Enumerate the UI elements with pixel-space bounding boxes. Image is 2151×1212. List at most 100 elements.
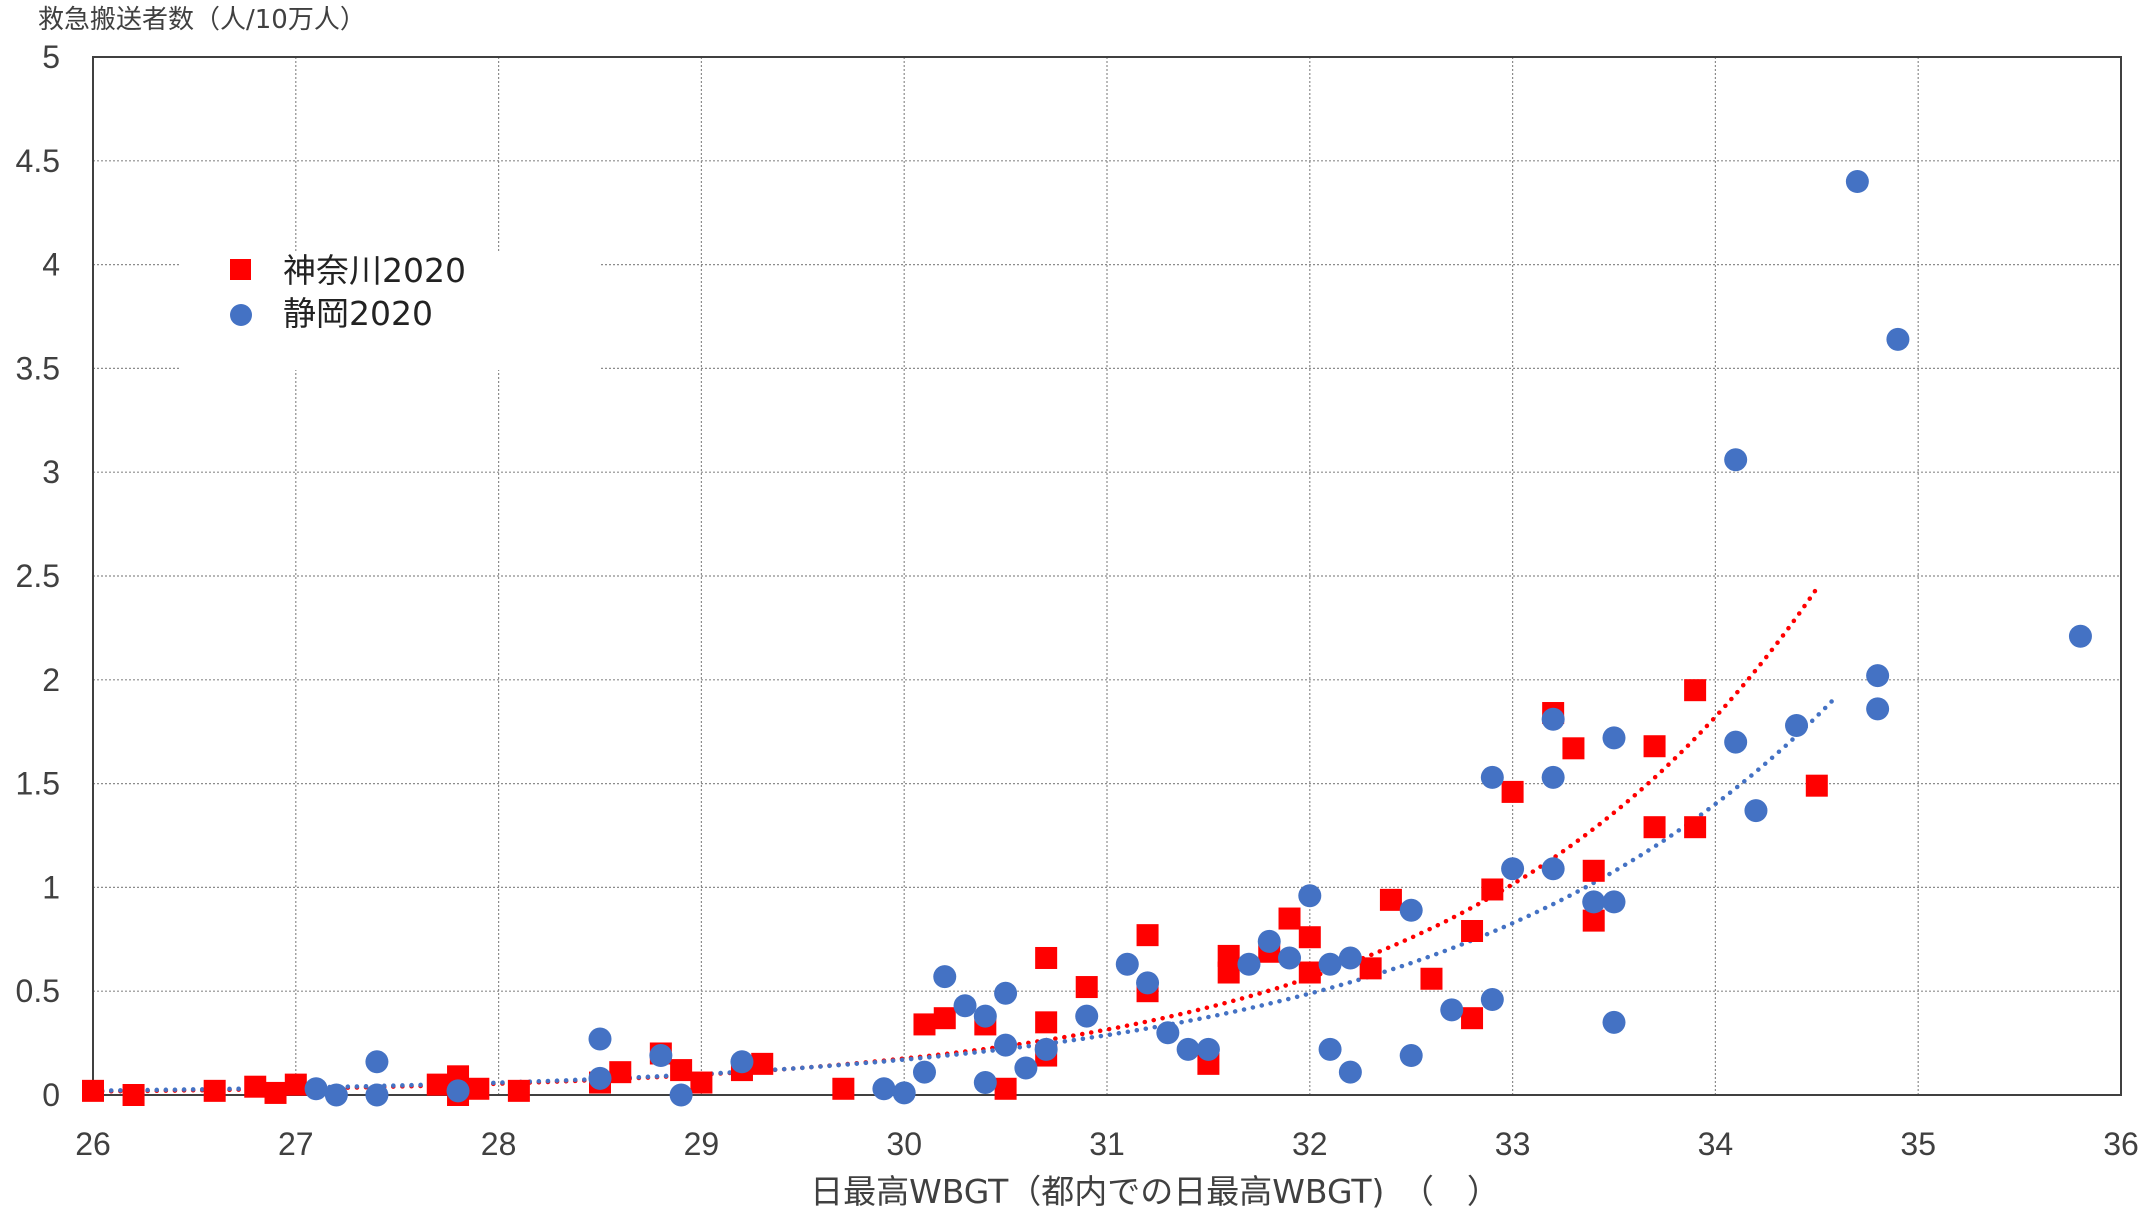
point-shizuoka (1744, 799, 1768, 823)
y-tick-label: 1.5 (16, 766, 60, 802)
point-shizuoka (973, 1071, 997, 1095)
point-shizuoka (1602, 726, 1626, 750)
point-shizuoka (1034, 1037, 1058, 1061)
point-shizuoka (324, 1083, 348, 1107)
point-kanagawa (122, 1084, 145, 1106)
point-shizuoka (1156, 1021, 1180, 1045)
point-shizuoka (1278, 946, 1302, 970)
point-shizuoka (1196, 1037, 1220, 1061)
point-kanagawa (1461, 1007, 1484, 1030)
point-kanagawa (1359, 957, 1382, 980)
x-tick-label: 28 (481, 1126, 517, 1162)
point-kanagawa (933, 1007, 956, 1030)
point-shizuoka (1480, 765, 1504, 789)
legend-marker-circle (230, 304, 252, 326)
point-shizuoka (892, 1081, 916, 1105)
point-shizuoka (1115, 952, 1139, 976)
point-kanagawa (264, 1081, 287, 1104)
point-kanagawa (1298, 961, 1321, 984)
point-shizuoka (994, 981, 1018, 1005)
point-shizuoka (973, 1004, 997, 1028)
point-shizuoka (588, 1027, 612, 1051)
point-kanagawa (1136, 924, 1159, 947)
point-kanagawa (690, 1071, 713, 1094)
point-shizuoka (1136, 971, 1160, 995)
point-shizuoka (1318, 952, 1342, 976)
point-kanagawa (284, 1073, 307, 1096)
point-kanagawa (1278, 907, 1301, 930)
legend-label-kanagawa: 神奈川2020 (283, 251, 466, 290)
point-shizuoka (1501, 857, 1525, 881)
legend-marker-square (230, 259, 251, 280)
point-kanagawa (1481, 878, 1504, 901)
point-shizuoka (1399, 898, 1423, 922)
point-kanagawa (1379, 888, 1402, 911)
point-shizuoka (1440, 998, 1464, 1022)
point-shizuoka (953, 994, 977, 1018)
point-shizuoka (1541, 857, 1565, 881)
point-kanagawa (1582, 859, 1605, 882)
x-tick-label: 30 (886, 1126, 922, 1162)
point-kanagawa (1461, 919, 1484, 942)
point-kanagawa (1643, 735, 1666, 758)
x-tick-label: 35 (1900, 1126, 1936, 1162)
x-tick-labels: 26 27 28 29 30 31 32 33 34 35 36 (75, 1126, 2139, 1162)
point-kanagawa (1217, 961, 1240, 984)
point-kanagawa (913, 1013, 936, 1036)
point-kanagawa (1684, 816, 1707, 839)
point-shizuoka (1014, 1056, 1038, 1080)
point-shizuoka (1724, 730, 1748, 754)
x-tick-label: 32 (1292, 1126, 1328, 1162)
point-shizuoka (1602, 890, 1626, 914)
x-axis-label: 日最高WBGT（都内での日最高WBGT) （ ） (810, 1172, 1500, 1211)
point-shizuoka (1298, 884, 1322, 908)
point-kanagawa (244, 1075, 267, 1098)
plot-area (92, 56, 2122, 1096)
point-kanagawa (1684, 679, 1707, 702)
y-tick-label: 5 (42, 39, 60, 75)
point-shizuoka (1866, 697, 1890, 721)
point-shizuoka (1075, 1004, 1099, 1028)
point-shizuoka (1338, 946, 1362, 970)
point-kanagawa (1805, 774, 1828, 797)
point-kanagawa (426, 1073, 449, 1096)
point-shizuoka (912, 1060, 936, 1084)
point-shizuoka (1602, 1010, 1626, 1034)
point-kanagawa (467, 1077, 490, 1100)
y-tick-label: 3.5 (16, 350, 60, 386)
point-kanagawa (1217, 944, 1240, 967)
legend: 神奈川2020 静岡2020 (180, 251, 600, 370)
point-shizuoka (1724, 448, 1748, 472)
x-tick-label: 36 (2103, 1126, 2139, 1162)
y-tick-label: 2.5 (16, 558, 60, 594)
y-tick-label: 2 (42, 662, 60, 698)
point-kanagawa (1501, 780, 1524, 803)
point-shizuoka (1237, 952, 1261, 976)
point-shizuoka (649, 1044, 673, 1068)
point-shizuoka (933, 965, 957, 989)
y-tick-label: 4.5 (16, 143, 60, 179)
y-tick-label: 0 (42, 1077, 60, 1113)
y-tick-label: 4 (42, 247, 60, 283)
point-shizuoka (1338, 1060, 1362, 1084)
x-tick-label: 27 (278, 1126, 314, 1162)
point-shizuoka (1176, 1037, 1200, 1061)
chart-title-cropped (548, 0, 1108, 6)
point-kanagawa (507, 1079, 530, 1102)
point-shizuoka (1886, 327, 1910, 351)
point-shizuoka (446, 1079, 470, 1103)
point-kanagawa (994, 1077, 1017, 1100)
y-tick-label: 3 (42, 454, 60, 490)
point-shizuoka (1785, 713, 1809, 737)
point-shizuoka (365, 1083, 389, 1107)
point-kanagawa (82, 1079, 104, 1102)
x-tick-label: 31 (1089, 1126, 1125, 1162)
point-shizuoka (994, 1033, 1018, 1057)
point-kanagawa (1035, 1011, 1058, 1034)
x-tick-label: 29 (684, 1126, 720, 1162)
x-tick-label: 34 (1698, 1126, 1734, 1162)
point-shizuoka (365, 1050, 389, 1074)
point-kanagawa (609, 1061, 632, 1084)
point-kanagawa (203, 1079, 226, 1102)
